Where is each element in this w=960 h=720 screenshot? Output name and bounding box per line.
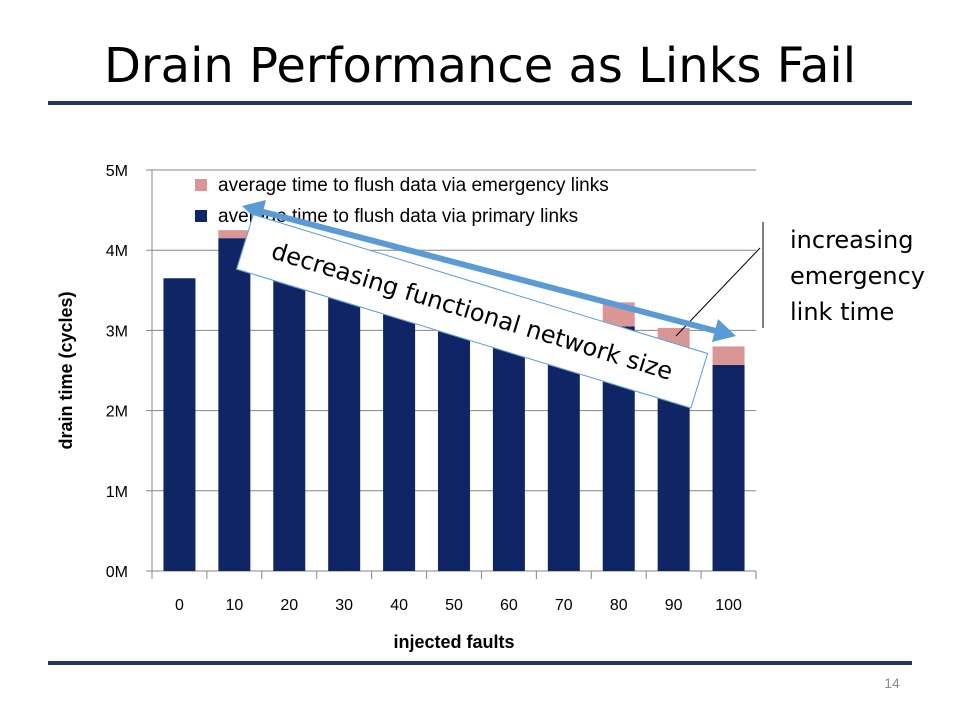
bar-primary (273, 255, 306, 571)
legend-swatch (195, 210, 207, 222)
bar-primary (712, 364, 745, 571)
bar-primary (492, 316, 525, 571)
bar-primary (163, 278, 196, 571)
y-tick-label: 2M (106, 404, 128, 421)
bar-primary (438, 295, 470, 571)
arrow-head-right (712, 319, 736, 342)
y-tick-label: 0M (106, 564, 128, 581)
bar-primary (218, 238, 251, 572)
page-number: 14 (884, 675, 900, 691)
side-note-line-2: emergency (790, 262, 925, 290)
x-tick-label: 70 (555, 597, 573, 614)
legend-label: average time to flush data via emergency… (218, 175, 609, 196)
arrow-shaft (255, 207, 717, 334)
bar-primary (383, 285, 416, 571)
bottom-rule (48, 661, 912, 665)
x-tick-label: 90 (665, 597, 683, 614)
x-tick-label: 20 (280, 597, 298, 614)
side-note-line-1: increasing (790, 226, 914, 254)
y-tick-label: 1M (106, 484, 128, 501)
bar-primary (547, 342, 580, 571)
top-rule (48, 101, 912, 105)
bar-emergency (218, 230, 251, 239)
x-tick-label: 80 (610, 597, 628, 614)
legend-swatch (195, 179, 207, 191)
x-axis-label: injected faults (393, 632, 514, 652)
bar-emergency (712, 346, 745, 365)
slide-title: Drain Performance as Links Fail (103, 38, 857, 94)
bar-primary (328, 265, 361, 571)
x-tick-label: 10 (225, 597, 243, 614)
y-tick-label: 5M (106, 163, 128, 180)
y-tick-label: 4M (106, 243, 128, 260)
x-tick-label: 60 (500, 597, 518, 614)
y-tick-label: 3M (106, 323, 128, 340)
x-tick-label: 40 (390, 597, 408, 614)
emergency-link-time-note: increasing emergency link time (790, 222, 960, 330)
y-axis-label: drain time (cycles) (56, 291, 76, 449)
side-note-line-3: link time (790, 298, 895, 326)
x-tick-label: 30 (335, 597, 353, 614)
x-tick-label: 100 (715, 597, 742, 614)
x-tick-label: 50 (445, 597, 463, 614)
x-tick-label: 0 (175, 597, 184, 614)
